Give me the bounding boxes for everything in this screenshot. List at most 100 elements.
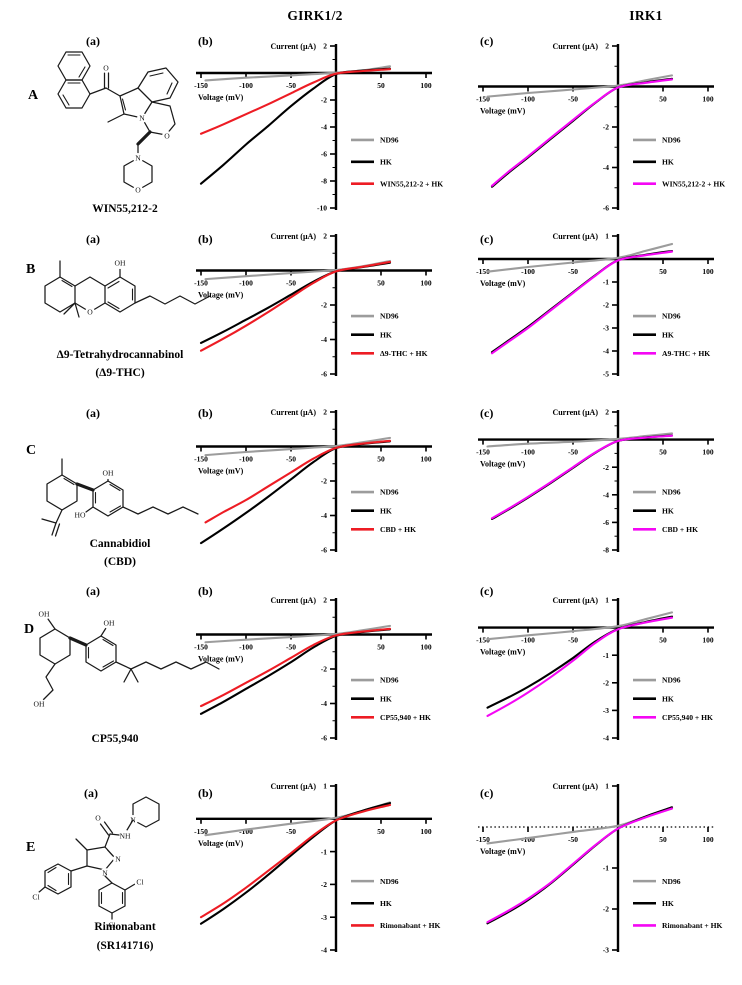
panel-label-a: (a) <box>86 232 100 246</box>
series-A9-THC + HK <box>490 250 674 355</box>
series-CP55,940 + HK <box>486 616 674 717</box>
panel-label-c: (c) <box>480 584 494 598</box>
y-tick-label: 2 <box>323 42 327 51</box>
x-tick-label: -150 <box>476 636 490 645</box>
y-tick-label: 2 <box>323 408 327 417</box>
structure-rimonabant: N NH O N N Cl Cl Cl <box>30 796 160 930</box>
compound-name-win55212-2: WIN55,212-2 <box>92 203 158 215</box>
series-CP55,940 + HK <box>199 627 392 708</box>
row-letter-c: C <box>26 443 37 458</box>
legend-label: HK <box>380 694 392 703</box>
atom-label-oh: OH <box>103 469 114 478</box>
row-letter-e: E <box>26 840 36 855</box>
legend-label: ND96 <box>662 676 681 685</box>
legend-label: Rimonabant + HK <box>380 921 441 930</box>
compound-name-thc: Δ9-Tetrahydrocannabinol <box>56 349 184 361</box>
legend-label: Rimonabant + HK <box>662 921 723 930</box>
x-axis-title: Voltage (mV) <box>198 655 244 664</box>
y-tick-label: -3 <box>603 324 609 333</box>
x-tick-label: -100 <box>239 827 253 836</box>
y-tick-label: -4 <box>321 946 327 955</box>
panel-label-c: (c) <box>480 232 494 246</box>
legend-label: ND96 <box>380 488 399 497</box>
x-tick-label: -150 <box>194 827 208 836</box>
y-tick-label: 2 <box>605 42 609 51</box>
compound-name-rimonabant-abbr: (SR141716) <box>96 940 154 952</box>
compound-name-cp55940: CP55,940 <box>91 733 139 745</box>
y-tick-label: -5 <box>603 370 609 379</box>
y-tick-label: -4 <box>603 491 609 500</box>
x-tick-label: 50 <box>377 643 385 652</box>
x-tick-label: 50 <box>377 279 385 288</box>
legend-label: HK <box>662 158 674 167</box>
structure-delta9-thc: O OH <box>44 257 211 318</box>
legend-label: ND96 <box>380 312 399 321</box>
x-tick-label: 100 <box>420 455 432 464</box>
x-tick-label: 100 <box>420 643 432 652</box>
panel-label-b: (b) <box>198 232 213 246</box>
y-tick-label: -10 <box>317 204 327 213</box>
y-tick-label: -4 <box>603 347 609 356</box>
series-HK <box>199 802 392 925</box>
atom-label-oh: OH <box>34 700 45 709</box>
y-axis-title: Current (µA) <box>270 782 316 791</box>
x-tick-label: -150 <box>476 95 490 104</box>
atom-label-n: N <box>115 855 121 864</box>
x-axis-title: Voltage (mV) <box>480 107 526 116</box>
y-tick-label: 2 <box>323 596 327 605</box>
x-tick-label: -100 <box>521 267 535 276</box>
x-tick-label: 50 <box>659 267 667 276</box>
chart-irk-row-c: -150 -100 -50 50 100 2 -2 -4 -6 -8 Current (µA) Vol… <box>468 396 742 573</box>
x-axis-title: Voltage (mV) <box>480 279 526 288</box>
y-axis-title: Current (µA) <box>552 596 598 605</box>
series-CBD + HK <box>490 434 674 520</box>
iv-plot-IRK1-A: -150 -100 -50 50 100 2 -2 -4 -6 Current (µA) Volta… <box>476 42 725 213</box>
legend-label: WIN55,212-2 + HK <box>662 179 725 188</box>
chart-girk-row-e: -150 -100 -50 50 100 1 -1 -2 -3 -4 Current (µA) Vol… <box>186 770 486 973</box>
y-tick-label: -4 <box>603 163 609 172</box>
legend-label: HK <box>380 330 392 339</box>
y-tick-label: -6 <box>603 518 609 527</box>
series-ND96 <box>486 74 674 98</box>
x-tick-label: -50 <box>568 95 578 104</box>
x-tick-label: 50 <box>659 448 667 457</box>
y-axis-title: Current (µA) <box>270 42 316 51</box>
x-tick-label: -50 <box>568 267 578 276</box>
chart-irk-row-a: -150 -100 -50 50 100 2 -2 -4 -6 Current (µA) Volta… <box>468 30 742 231</box>
y-tick-label: -2 <box>321 665 327 674</box>
y-tick-label: 2 <box>605 408 609 417</box>
panel-label-b: (b) <box>198 584 213 598</box>
legend-label: ND96 <box>662 877 681 886</box>
panel-label-a: (a) <box>86 584 100 598</box>
series-HK <box>199 261 392 344</box>
x-tick-label: -100 <box>239 643 253 652</box>
atom-label-cl: Cl <box>108 921 115 930</box>
x-tick-label: -50 <box>568 448 578 457</box>
y-tick-label: -6 <box>321 734 327 743</box>
x-tick-label: 100 <box>702 835 714 844</box>
x-tick-label: 50 <box>377 827 385 836</box>
series-ND96 <box>204 436 392 457</box>
x-axis-title: Voltage (mV) <box>198 467 244 476</box>
legend-label: HK <box>380 158 392 167</box>
iv-plot-IRK1-D: -150 -100 -50 50 100 1 -1 -2 -3 -4 Current (µA) Vol… <box>476 596 714 743</box>
x-tick-label: -150 <box>194 643 208 652</box>
atom-label-n: N <box>139 114 145 123</box>
y-tick-label: -2 <box>603 905 609 914</box>
series-ND96 <box>486 242 674 273</box>
y-tick-label: 1 <box>605 232 609 241</box>
y-tick-label: -8 <box>603 546 609 555</box>
series-Δ9-THC + HK <box>199 260 392 352</box>
atom-label-ho: HO <box>75 511 86 520</box>
x-tick-label: 100 <box>420 827 432 836</box>
y-tick-label: -4 <box>321 123 327 132</box>
legend-label: A9-THC + HK <box>662 349 710 358</box>
series-ND96 <box>486 432 674 448</box>
iv-plot-GIRK1/2-E: -150 -100 -50 50 100 1 -1 -2 -3 -4 Current (µA) Vol… <box>194 782 441 955</box>
series-CBD + HK <box>204 439 392 524</box>
legend-label: Δ9-THC + HK <box>380 349 428 358</box>
y-tick-label: -2 <box>321 477 327 486</box>
legend-label: ND96 <box>662 312 681 321</box>
iv-plot-GIRK1/2-C: -150 -100 -50 50 100 2 -2 -4 -6 Current (µA) Volta… <box>194 408 432 555</box>
series-WIN55,212-2 + HK <box>199 68 392 135</box>
